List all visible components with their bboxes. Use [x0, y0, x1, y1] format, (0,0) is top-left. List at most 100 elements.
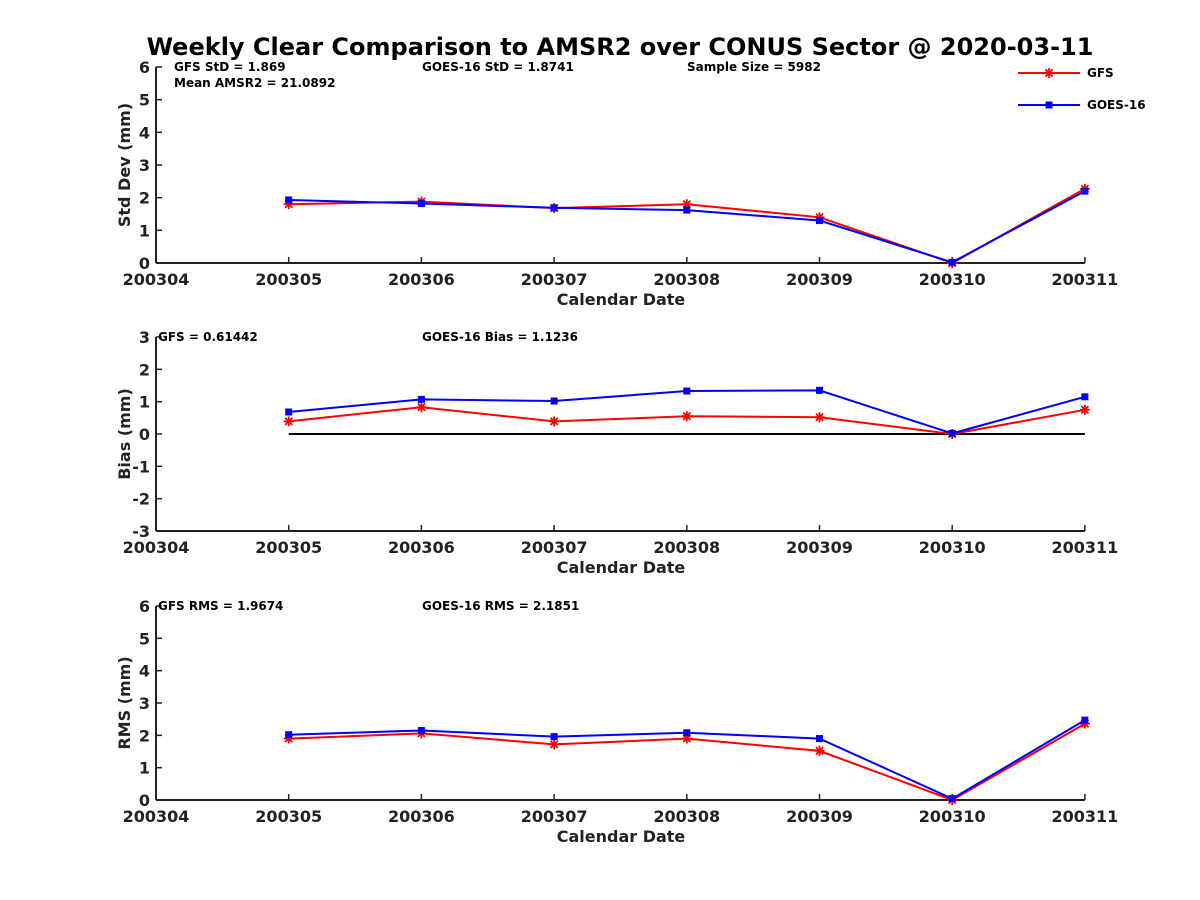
bias-goes16-point: [816, 386, 823, 394]
rms-annotation: GFS RMS = 1.9674: [158, 599, 283, 613]
rms-annotation: GOES-16 RMS = 2.1851: [422, 599, 579, 613]
rms-x-tick-label: 200305: [255, 807, 322, 826]
stddev-goes16-point: [816, 217, 823, 225]
stddev-goes16-point: [1081, 187, 1089, 195]
stddev-y-tick-label: 6: [139, 58, 150, 77]
bias-y-tick-label: -3: [132, 522, 150, 541]
stddev-annotation: GFS StD = 1.869: [174, 60, 286, 74]
figure-title: Weekly Clear Comparison to AMSR2 over CO…: [147, 33, 1094, 61]
rms-y-axis-label: RMS (mm): [115, 656, 134, 749]
bias-y-axis-label: Bias (mm): [115, 388, 134, 480]
stddev-y-tick-label: 3: [139, 156, 150, 175]
stddev-goes16-point: [285, 196, 293, 204]
bias-gfs-point: [283, 416, 294, 427]
stddev-x-tick-label: 200304: [123, 270, 190, 289]
bias-gfs-point: [416, 402, 427, 413]
stddev-goes16-point: [417, 200, 425, 208]
bias-goes16-point: [417, 395, 425, 403]
stddev-y-tick-label: 0: [139, 254, 150, 273]
legend-goes16-marker: [1045, 101, 1053, 109]
stddev-x-tick-label: 200309: [786, 270, 853, 289]
rms-gfs-point: [549, 739, 560, 750]
legend-gfs-label: GFS: [1087, 66, 1114, 80]
stddev-annotation: GOES-16 StD = 1.8741: [422, 60, 574, 74]
rms-y-tick-label: 5: [139, 629, 150, 648]
bias-goes16-point: [1081, 393, 1089, 401]
rms-x-tick-label: 200306: [388, 807, 455, 826]
stddev-x-tick-label: 200306: [388, 270, 455, 289]
stddev-x-tick-label: 200305: [255, 270, 322, 289]
bias-y-tick-label: 3: [139, 328, 150, 347]
bias-y-tick-label: -2: [132, 490, 150, 509]
bias-gfs-point: [549, 416, 560, 427]
legend-gfs-marker: [1044, 68, 1054, 78]
legend: GFS GOES-16: [1018, 66, 1146, 112]
bias-x-tick-label: 200308: [653, 538, 720, 557]
rms-y-tick-label: 2: [139, 726, 150, 745]
bias-goes16-point: [948, 429, 956, 437]
rms-goes16-point: [550, 733, 558, 741]
rms-goes16-point: [948, 795, 956, 803]
bias-gfs-point: [681, 411, 692, 422]
bias-goes16-point: [550, 397, 558, 405]
bias-y-tick-label: -1: [132, 457, 150, 476]
rms-panel: 0 1 2 3 4 5 6 200304 200305 200306 200307 200308 200…: [115, 597, 1118, 846]
bias-y-tick-label: 2: [139, 360, 150, 379]
legend-entry-goes16: GOES-16: [1018, 98, 1146, 112]
stddev-x-tick-label: 200310: [919, 270, 986, 289]
stddev-goes16-point: [948, 258, 956, 266]
stddev-panel: 0 1 2 3 4 5 6 200304 200305 200306 200307 200308 200…: [115, 58, 1118, 309]
rms-goes16-point: [683, 729, 691, 737]
legend-entry-gfs: GFS: [1018, 66, 1114, 80]
rms-goes16-point: [285, 731, 293, 739]
rms-x-tick-label: 200310: [919, 807, 986, 826]
bias-x-tick-label: 200307: [521, 538, 588, 557]
bias-y-tick-label: 0: [139, 425, 150, 444]
stddev-goes16-point: [683, 206, 691, 214]
bias-y-tick-label: 1: [139, 393, 150, 412]
stddev-x-axis-label: Calendar Date: [557, 290, 686, 309]
bias-gfs-point: [814, 412, 825, 423]
rms-x-tick-label: 200308: [653, 807, 720, 826]
rms-x-tick-label: 200307: [521, 807, 588, 826]
stddev-y-tick-label: 1: [139, 221, 150, 240]
bias-gfs-point: [1079, 404, 1090, 415]
bias-panel: -3 -2 -1 0 1 2 3 200304 200305 200306 200307 200308…: [115, 328, 1118, 577]
bias-x-tick-label: 200306: [388, 538, 455, 557]
rms-x-tick-label: 200311: [1052, 807, 1119, 826]
stddev-x-tick-label: 200307: [521, 270, 588, 289]
bias-x-axis-label: Calendar Date: [557, 558, 686, 577]
stddev-annotation: Sample Size = 5982: [687, 60, 821, 74]
bias-x-tick-label: 200310: [919, 538, 986, 557]
bias-goes16-point: [683, 387, 691, 395]
rms-y-tick-label: 4: [139, 662, 150, 681]
legend-goes16-label: GOES-16: [1087, 98, 1146, 112]
stddev-y-tick-label: 2: [139, 189, 150, 208]
rms-y-tick-label: 0: [139, 791, 150, 810]
rms-x-tick-label: 200304: [123, 807, 190, 826]
bias-goes16-point: [285, 408, 293, 416]
rms-goes16-point: [417, 726, 425, 734]
bias-x-tick-label: 200305: [255, 538, 322, 557]
bias-x-tick-label: 200304: [123, 538, 190, 557]
stddev-y-tick-label: 5: [139, 91, 150, 110]
rms-x-axis-label: Calendar Date: [557, 827, 686, 846]
stddev-y-tick-label: 4: [139, 123, 150, 142]
rms-goes16-point: [1081, 716, 1089, 724]
rms-goes16-point: [816, 735, 823, 743]
rms-gfs-point: [814, 745, 825, 756]
stddev-goes16-point: [550, 204, 558, 212]
bias-x-tick-label: 200309: [786, 538, 853, 557]
rms-y-tick-label: 6: [139, 597, 150, 616]
rms-y-tick-label: 1: [139, 759, 150, 778]
stddev-x-tick-label: 200308: [653, 270, 720, 289]
stddev-y-axis-label: Std Dev (mm): [115, 103, 134, 227]
rms-x-tick-label: 200309: [786, 807, 853, 826]
rms-y-tick-label: 3: [139, 694, 150, 713]
stddev-annotation: Mean AMSR2 = 21.0892: [174, 76, 335, 90]
stddev-x-tick-label: 200311: [1052, 270, 1119, 289]
bias-annotation: GOES-16 Bias = 1.1236: [422, 330, 578, 344]
bias-x-tick-label: 200311: [1052, 538, 1119, 557]
bias-annotation: GFS = 0.61442: [158, 330, 258, 344]
